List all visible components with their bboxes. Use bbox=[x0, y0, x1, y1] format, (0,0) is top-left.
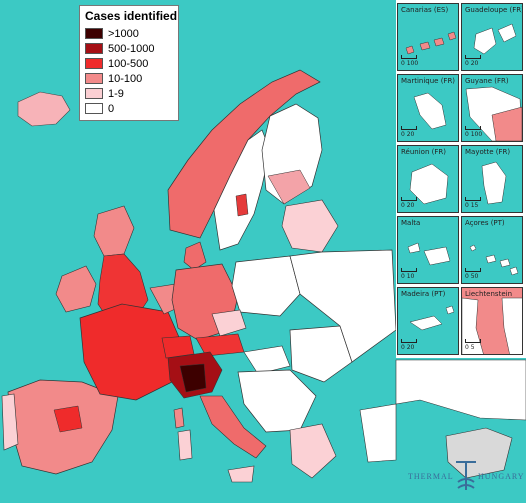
legend-item: 10-100 bbox=[85, 71, 173, 86]
inset-liechtenstein: Liechtenstein 0 5 bbox=[461, 287, 523, 355]
legend-label: 500-1000 bbox=[108, 42, 155, 55]
inset-guyane: Guyane (FR) 0 100 bbox=[461, 74, 523, 142]
legend-swatch bbox=[85, 88, 103, 99]
legend-label: >1000 bbox=[108, 27, 139, 40]
inset-scale: 0 5 bbox=[465, 339, 481, 351]
legend-swatch bbox=[85, 58, 103, 69]
inset-map bbox=[409, 163, 449, 205]
region-ireland bbox=[55, 265, 97, 313]
inset-scale: 0 20 bbox=[401, 126, 417, 138]
inset-map bbox=[413, 92, 447, 130]
legend-swatch bbox=[85, 73, 103, 84]
inset-label: Mayotte (FR) bbox=[465, 148, 511, 156]
inset-label: Guyane (FR) bbox=[465, 77, 509, 85]
region-portugal bbox=[1, 393, 19, 451]
inset-acores: Açores (PT) 0 50 bbox=[461, 216, 523, 284]
inset-label: Réunion (FR) bbox=[401, 148, 446, 156]
region-sardinia bbox=[177, 429, 193, 461]
inset-label: Malta bbox=[401, 219, 421, 227]
legend-swatch bbox=[85, 103, 103, 114]
inset-map bbox=[469, 244, 519, 276]
inset-scale: 0 20 bbox=[401, 197, 417, 209]
inset-map bbox=[462, 297, 522, 354]
inset-map bbox=[473, 23, 517, 55]
region-east bbox=[289, 249, 397, 363]
thermal-hungary-logo: THERMAL HUNGARY bbox=[408, 454, 524, 500]
region-romania bbox=[289, 325, 353, 383]
inset-martinique: Martinique (FR) 0 20 bbox=[397, 74, 459, 142]
inset-map bbox=[481, 161, 507, 205]
inset-scale: 0 100 bbox=[465, 126, 482, 138]
inset-label: Martinique (FR) bbox=[401, 77, 456, 85]
region-iceland bbox=[17, 91, 71, 127]
thermal-hungary-logo-icon bbox=[456, 461, 476, 490]
region-stockholm bbox=[235, 193, 249, 217]
region-east-far bbox=[395, 359, 526, 421]
region-italy bbox=[199, 395, 267, 459]
inset-map bbox=[405, 31, 457, 55]
logo-text-right: HUNGARY bbox=[478, 472, 525, 481]
legend-swatch bbox=[85, 43, 103, 54]
inset-madeira: Madeira (PT) 0 20 bbox=[397, 287, 459, 355]
region-lombardy bbox=[179, 363, 207, 393]
legend-label: 0 bbox=[108, 102, 115, 115]
inset-mayotte: Mayotte (FR) 0 15 bbox=[461, 145, 523, 213]
region-turkey bbox=[359, 403, 397, 463]
inset-malta: Malta 0 10 bbox=[397, 216, 459, 284]
region-czechia bbox=[211, 309, 247, 337]
legend-item: 100-500 bbox=[85, 56, 173, 71]
region-hungary bbox=[243, 345, 291, 375]
inset-label: Canarias (ES) bbox=[401, 6, 449, 14]
inset-scale: 0 50 bbox=[465, 268, 481, 280]
region-denmark bbox=[183, 241, 207, 271]
legend-swatch bbox=[85, 28, 103, 39]
legend: Cases identified >1000 500-1000 100-500 … bbox=[79, 5, 179, 121]
inset-map bbox=[407, 242, 451, 266]
region-corsica bbox=[173, 407, 185, 429]
inset-canarias: Canarias (ES) 0 100 bbox=[397, 3, 459, 71]
inset-scale: 0 100 bbox=[401, 55, 418, 67]
inset-map bbox=[409, 305, 455, 331]
inset-label: Liechtenstein bbox=[465, 290, 513, 298]
region-cyprus bbox=[445, 427, 513, 479]
legend-item: 1-9 bbox=[85, 86, 173, 101]
inset-scale: 0 15 bbox=[465, 197, 481, 209]
logo-text-left: THERMAL bbox=[408, 472, 454, 481]
inset-scale: 0 10 bbox=[401, 268, 417, 280]
legend-title: Cases identified bbox=[85, 9, 178, 23]
inset-label: Açores (PT) bbox=[465, 219, 505, 227]
inset-label: Madeira (PT) bbox=[401, 290, 446, 298]
inset-reunion: Réunion (FR) 0 20 bbox=[397, 145, 459, 213]
legend-label: 1-9 bbox=[108, 87, 124, 100]
region-greece bbox=[289, 423, 337, 479]
region-madrid bbox=[53, 405, 83, 433]
legend-label: 10-100 bbox=[108, 72, 143, 85]
region-sicily bbox=[227, 465, 255, 483]
inset-scale: 0 20 bbox=[401, 339, 417, 351]
legend-item: 0 bbox=[85, 101, 173, 116]
legend-item: 500-1000 bbox=[85, 41, 173, 56]
inset-label: Guadeloupe (FR) bbox=[465, 6, 523, 14]
region-finland-south bbox=[267, 169, 311, 205]
inset-scale: 0 20 bbox=[465, 55, 481, 67]
inset-guadeloupe: Guadeloupe (FR) 0 20 bbox=[461, 3, 523, 71]
inset-panel: Canarias (ES) 0 100 Guadeloupe (FR) 0 20… bbox=[396, 0, 526, 358]
legend-label: 100-500 bbox=[108, 57, 149, 70]
legend-item: >1000 bbox=[85, 26, 173, 41]
